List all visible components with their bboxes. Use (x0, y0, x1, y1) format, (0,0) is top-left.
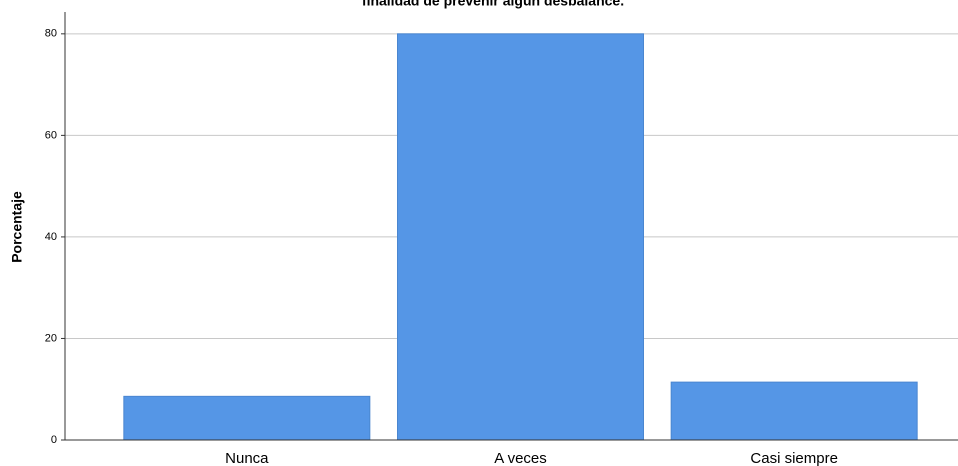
bar (670, 381, 918, 441)
x-tick-label: A veces (494, 450, 547, 466)
y-tick-label: 20 (45, 332, 57, 344)
y-axis-label: Porcentaje (9, 191, 25, 263)
y-tick-label: 40 (45, 231, 57, 243)
chart-title: finalidad de prevenir algún desbalance. (362, 0, 624, 9)
x-tick-label: Nunca (225, 450, 269, 466)
y-tick-label: 60 (45, 129, 57, 141)
bar (123, 395, 371, 441)
y-tick-label: 80 (45, 28, 57, 40)
x-tick-label: Casi siempre (750, 450, 838, 466)
y-tick-label: 0 (51, 434, 57, 446)
bar (397, 33, 644, 441)
